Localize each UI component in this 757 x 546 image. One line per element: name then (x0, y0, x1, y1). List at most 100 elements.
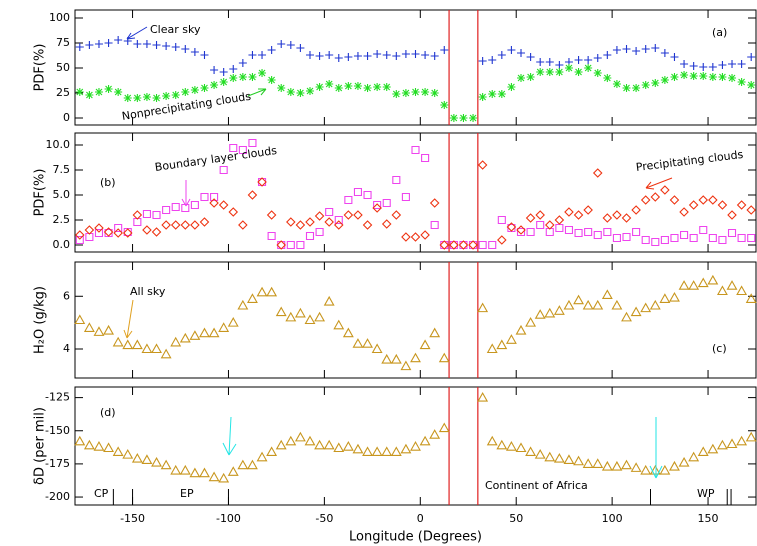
series (75, 138, 756, 250)
data-point (296, 240, 305, 250)
data-point (660, 49, 669, 57)
y-tick-label: 75 (56, 36, 70, 49)
annotation: Precipitating clouds (635, 148, 744, 174)
data-point (85, 91, 94, 99)
data-point (419, 435, 431, 446)
data-point (94, 88, 103, 96)
data-point (210, 81, 219, 89)
data-point (162, 92, 171, 100)
data-point (458, 240, 469, 250)
data-point (564, 225, 574, 235)
data-point (497, 215, 506, 225)
data-point (373, 50, 382, 58)
data-point (421, 153, 430, 163)
plot-frame (74, 132, 757, 253)
data-point (611, 299, 623, 310)
x-tick-label: -50 (315, 512, 333, 525)
data-point (75, 43, 84, 51)
data-point (286, 240, 295, 250)
data-point (247, 459, 258, 470)
y-tick-label: -200 (45, 490, 70, 503)
arrow (222, 416, 237, 456)
data-point (429, 327, 441, 338)
data-point (304, 435, 316, 446)
data-point (210, 66, 219, 74)
data-point (218, 322, 230, 332)
data-point (438, 422, 450, 433)
data-point (275, 306, 287, 317)
data-point (258, 69, 267, 77)
data-point (410, 441, 421, 451)
data-point (697, 446, 709, 457)
data-point (555, 68, 564, 76)
data-point (190, 200, 199, 210)
data-point (641, 81, 650, 89)
data-point (315, 227, 324, 237)
data-point (170, 464, 182, 475)
data-point (256, 286, 268, 297)
data-point (190, 220, 200, 230)
series (75, 160, 756, 250)
data-point (726, 280, 738, 290)
data-point (190, 48, 199, 56)
y-axis-label: H₂O (g/kg) (33, 286, 48, 354)
data-point (421, 51, 430, 59)
data-point (344, 82, 353, 90)
data-point (84, 225, 95, 235)
data-point (659, 464, 671, 475)
arrow (645, 177, 673, 190)
data-point (545, 68, 554, 76)
series (75, 64, 756, 122)
data-point (94, 40, 103, 48)
data-point (151, 343, 162, 354)
data-point (630, 306, 642, 317)
panel: 4 6 H₂O (g/kg) All sky (c) (33, 261, 757, 379)
arrow (181, 180, 191, 207)
x-tick-label: 0 (417, 512, 424, 525)
data-point (74, 435, 86, 446)
data-point (534, 309, 546, 319)
data-point (728, 74, 737, 82)
data-point (526, 53, 535, 61)
data-point (680, 230, 689, 240)
data-point (420, 230, 430, 240)
y-tick-label: 0.0 (53, 238, 71, 251)
data-point (382, 83, 391, 91)
arrow (649, 417, 663, 479)
data-point (141, 454, 153, 464)
data-point (545, 220, 555, 230)
annotation: (d) (100, 406, 116, 419)
data-point (363, 190, 372, 200)
y-tick-label: 10.0 (46, 138, 71, 151)
data-point (477, 391, 489, 402)
data-point (727, 210, 737, 220)
data-point (324, 217, 334, 227)
data-point (391, 210, 402, 220)
data-point (171, 202, 180, 212)
data-point (477, 302, 489, 313)
data-point (258, 51, 267, 59)
data-point (390, 353, 402, 364)
data-point (747, 233, 756, 243)
data-point (603, 74, 612, 82)
data-point (429, 429, 441, 439)
data-point (362, 338, 373, 348)
data-point (133, 40, 142, 48)
data-point (497, 235, 507, 245)
data-point (574, 228, 583, 238)
data-point (708, 63, 717, 71)
data-point (486, 343, 498, 354)
annotation: WP (697, 487, 715, 500)
y-tick-label: 50 (56, 61, 70, 74)
data-point (228, 207, 239, 217)
y-tick-label: -150 (45, 424, 70, 437)
data-point (699, 225, 708, 235)
data-point (267, 46, 276, 54)
data-point (737, 78, 746, 86)
annotation: CP (94, 487, 109, 500)
data-point (122, 339, 134, 350)
data-point (114, 36, 123, 44)
data-point (478, 57, 487, 65)
annotation: All sky (130, 285, 166, 298)
data-point (728, 60, 737, 68)
